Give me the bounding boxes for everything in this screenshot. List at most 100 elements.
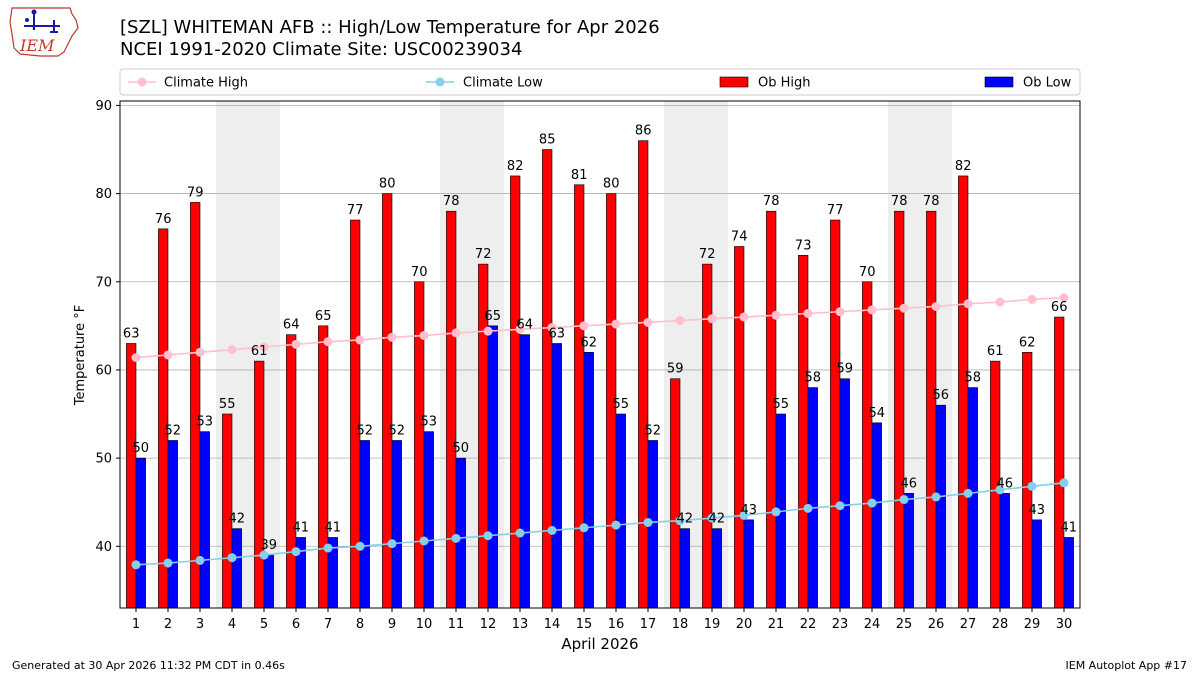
x-tick-label-22: 22 [800, 617, 817, 632]
ob-high-label-12: 72 [475, 247, 492, 262]
climate-high-point-25 [899, 303, 909, 313]
ob-low-label-12: 65 [485, 309, 502, 324]
climate-low-point-2 [163, 558, 173, 568]
legend-climate-high-marker [137, 77, 147, 87]
climate-high-point-28 [995, 297, 1005, 307]
climate-high-point-23 [835, 307, 845, 317]
climate-low-point-27 [963, 488, 973, 498]
climate-low-point-21 [771, 507, 781, 517]
ob-high-label-9: 80 [379, 177, 396, 192]
climate-low-point-24 [867, 498, 877, 508]
x-tick-label-8: 8 [356, 617, 364, 632]
ob-low-label-16: 55 [613, 397, 630, 412]
ob-low-label-24: 54 [869, 406, 886, 421]
climate-low-point-3 [195, 555, 205, 565]
x-tick-label-2: 2 [164, 617, 172, 632]
ob-low-bar-20 [743, 519, 754, 609]
climate-high-point-19 [707, 314, 717, 324]
climate-low-point-18 [675, 516, 685, 526]
ob-low-bar-5 [263, 554, 274, 609]
climate-high-point-14 [547, 323, 557, 333]
climate-high-point-21 [771, 310, 781, 320]
ob-high-label-30: 66 [1051, 300, 1068, 315]
ob-low-bar-2 [167, 440, 178, 609]
ob-low-label-23: 59 [837, 362, 854, 377]
ob-high-label-8: 77 [347, 203, 364, 218]
x-tick-label-27: 27 [960, 617, 977, 632]
ob-low-label-14: 63 [549, 326, 566, 341]
climate-low-point-9 [387, 539, 397, 549]
ob-low-label-29: 43 [1029, 503, 1046, 518]
x-tick-label-9: 9 [388, 617, 396, 632]
ob-high-label-25: 78 [891, 194, 908, 209]
climate-low-point-7 [323, 543, 333, 553]
x-axis-label: April 2026 [561, 635, 638, 653]
climate-low-point-12 [483, 531, 493, 541]
y-tick-label-70: 70 [95, 275, 112, 290]
x-tick-label-12: 12 [480, 617, 497, 632]
ob-low-label-27: 58 [965, 371, 982, 386]
climate-high-point-13 [515, 324, 525, 334]
ob-low-bar-19 [711, 528, 722, 609]
ob-high-label-16: 80 [603, 177, 620, 192]
x-tick-label-7: 7 [324, 617, 332, 632]
ob-high-bar-20 [734, 246, 745, 609]
ob-low-bar-16 [615, 413, 626, 609]
x-tick-label-30: 30 [1056, 617, 1073, 632]
climate-low-point-13 [515, 528, 525, 538]
ob-low-bar-9 [391, 440, 402, 609]
climate-high-point-3 [195, 347, 205, 357]
ob-low-label-25: 46 [901, 476, 918, 491]
legend-climate-low-label: Climate Low [463, 76, 543, 91]
climate-low-point-10 [419, 536, 429, 546]
ob-high-bar-30 [1054, 316, 1065, 609]
ob-high-label-23: 77 [827, 203, 844, 218]
climate-low-point-19 [707, 513, 717, 523]
ob-low-bar-8 [359, 440, 370, 609]
ob-low-bar-26 [935, 404, 946, 609]
y-tick-label-40: 40 [95, 540, 112, 555]
ob-high-bar-24 [862, 281, 873, 609]
ob-low-bar-10 [423, 431, 434, 609]
climate-high-point-29 [1027, 294, 1037, 304]
climate-low-point-14 [547, 525, 557, 535]
climate-high-point-22 [803, 308, 813, 318]
climate-low-point-11 [451, 533, 461, 543]
ob-low-bar-22 [807, 387, 818, 609]
x-tick-label-19: 19 [704, 617, 721, 632]
climate-low-point-1 [131, 560, 141, 570]
climate-high-point-18 [675, 316, 685, 326]
y-axis-label: Temperature °F [73, 305, 88, 406]
ob-high-bar-2 [158, 228, 169, 609]
x-tick-label-18: 18 [672, 617, 689, 632]
iem-logo: IEM [9, 7, 79, 57]
climate-low-point-29 [1027, 481, 1037, 491]
x-tick-label-28: 28 [992, 617, 1009, 632]
ob-low-label-17: 52 [645, 423, 662, 438]
ob-low-label-8: 52 [357, 423, 374, 438]
climate-low-point-25 [899, 495, 909, 505]
climate-low-point-4 [227, 553, 237, 563]
plot-frame [119, 100, 1081, 609]
climate-low-point-28 [995, 485, 1005, 495]
ob-low-bar-12 [487, 325, 498, 609]
ob-low-label-4: 42 [229, 512, 246, 527]
ob-high-bar-18 [670, 378, 681, 609]
ob-low-label-19: 42 [709, 512, 726, 527]
climate-low-point-30 [1059, 478, 1069, 488]
footer-generated: Generated at 30 Apr 2026 11:32 PM CDT in… [12, 659, 285, 672]
ob-low-bar-13 [519, 334, 530, 609]
ob-low-label-22: 58 [805, 371, 822, 386]
legend-frame [119, 68, 1081, 96]
ob-low-label-10: 53 [421, 415, 438, 430]
ob-low-label-28: 46 [997, 476, 1014, 491]
climate-high-point-15 [579, 321, 589, 331]
ob-high-bar-17 [638, 140, 649, 609]
ob-low-bar-29 [1031, 519, 1042, 609]
logo-text: IEM [19, 36, 55, 55]
ob-high-label-24: 70 [859, 265, 876, 280]
ob-high-label-15: 81 [571, 168, 588, 183]
x-tick-label-11: 11 [448, 617, 465, 632]
footer-app: IEM Autoplot App #17 [1065, 659, 1188, 672]
y-axis-ticks: 40 50 60 70 80 90 [95, 99, 120, 555]
